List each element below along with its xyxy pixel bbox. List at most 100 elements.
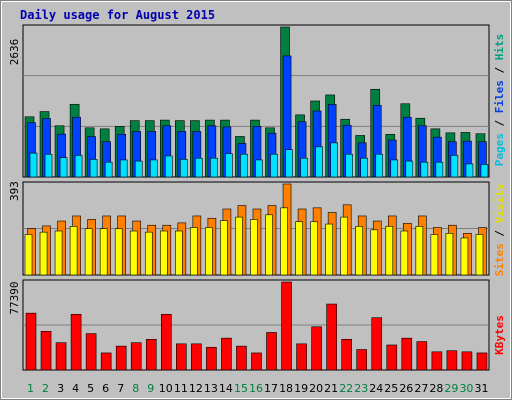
- bar-pages-day-7: [119, 159, 128, 178]
- svg-text:KBytes: KBytes: [493, 315, 506, 355]
- bar-pages-day-12: [195, 157, 203, 178]
- panel3-legend: KBytes: [493, 315, 506, 355]
- bar-kbytes-day-22: [341, 338, 352, 371]
- svg-text:Pages / Files / Hits: Pages / Files / Hits: [493, 34, 506, 167]
- x-label-day-16: 16: [249, 382, 263, 395]
- bar-pages-day-28: [435, 161, 444, 178]
- bar-pages-day-21: [330, 142, 338, 178]
- bar-kbytes-day-3: [55, 342, 67, 371]
- bar-visits-day-18: [280, 207, 288, 276]
- bar-pages-day-24: [375, 153, 384, 178]
- legend-sites: Sites: [493, 243, 506, 276]
- bar-visits-day-23: [355, 226, 364, 276]
- bar-kbytes-day-7: [115, 345, 127, 371]
- x-label-day-31: 31: [474, 382, 488, 395]
- x-label-day-14: 14: [219, 382, 233, 395]
- bar-kbytes-day-5: [85, 333, 97, 371]
- bar-pages-day-22: [345, 153, 353, 178]
- panel1-ymax-label: 2636: [8, 39, 21, 66]
- x-label-day-29: 29: [444, 382, 458, 395]
- bar-pages-day-27: [420, 161, 429, 178]
- bar-kbytes-day-9: [145, 338, 157, 371]
- bar-pages-day-10: [164, 155, 173, 178]
- bar-pages-day-19: [300, 157, 308, 178]
- panel2-ymax-label: 393: [8, 181, 21, 201]
- bar-pages-day-1: [29, 152, 38, 178]
- bar-pages-day-3: [59, 157, 68, 178]
- bar-pages-day-4: [74, 155, 83, 178]
- bar-kbytes-day-20: [311, 326, 322, 371]
- bar-kbytes-day-15: [236, 345, 247, 371]
- x-label-day-24: 24: [369, 382, 383, 395]
- x-label-day-27: 27: [414, 382, 428, 395]
- bar-visits-day-15: [235, 216, 243, 276]
- bar-visits-day-6: [99, 228, 108, 276]
- bar-visits-day-19: [295, 221, 303, 276]
- bar-visits-day-11: [175, 230, 183, 276]
- bar-kbytes-day-16: [251, 352, 262, 371]
- x-label-day-13: 13: [204, 382, 218, 395]
- bar-pages-day-17: [270, 153, 278, 178]
- x-label-day-5: 5: [87, 382, 94, 395]
- x-label-day-3: 3: [57, 382, 64, 395]
- svg-text:Sites / Visits: Sites / Visits: [493, 184, 506, 277]
- bar-visits-day-12: [190, 227, 198, 276]
- bar-visits-day-7: [114, 228, 123, 276]
- bar-pages-day-25: [390, 159, 399, 178]
- legend-files: Files: [493, 80, 506, 113]
- bar-kbytes-day-1: [25, 312, 37, 371]
- bar-kbytes-day-8: [130, 342, 142, 371]
- bar-visits-day-25: [385, 226, 394, 276]
- bar-kbytes-day-2: [40, 331, 52, 371]
- bar-pages-day-11: [180, 159, 188, 178]
- bar-kbytes-day-18: [281, 281, 292, 371]
- x-label-day-18: 18: [279, 382, 293, 395]
- bar-pages-day-31: [480, 164, 489, 178]
- bar-visits-day-22: [340, 216, 348, 276]
- bar-kbytes-day-27: [416, 341, 428, 371]
- bar-visits-day-2: [39, 231, 48, 276]
- bar-kbytes-day-12: [191, 343, 202, 371]
- bar-visits-day-3: [54, 230, 63, 276]
- bar-kbytes-day-14: [221, 337, 232, 371]
- x-label-day-9: 9: [147, 382, 154, 395]
- bar-pages-day-14: [225, 153, 233, 178]
- bar-visits-day-10: [159, 230, 168, 276]
- bar-visits-day-31: [475, 234, 484, 276]
- bar-visits-day-27: [415, 226, 424, 276]
- bar-visits-day-29: [445, 233, 454, 276]
- bar-pages-day-15: [240, 153, 248, 178]
- bar-pages-day-29: [450, 155, 459, 178]
- bar-visits-day-20: [310, 221, 318, 276]
- bar-visits-day-17: [265, 214, 273, 276]
- bar-visits-day-8: [129, 230, 138, 276]
- panel3-ymax-label: 77390: [8, 281, 21, 314]
- x-label-day-8: 8: [132, 382, 139, 395]
- x-label-day-1: 1: [27, 382, 34, 395]
- x-label-day-6: 6: [102, 382, 109, 395]
- bar-kbytes-day-24: [371, 317, 383, 371]
- x-label-day-12: 12: [189, 382, 203, 395]
- x-label-day-20: 20: [309, 382, 323, 395]
- legend-hits: Hits: [493, 34, 506, 61]
- bar-visits-day-24: [370, 229, 379, 276]
- bar-kbytes-day-28: [431, 351, 443, 371]
- bar-visits-day-30: [460, 237, 469, 276]
- bar-pages-day-16: [255, 159, 263, 178]
- bar-kbytes-day-30: [461, 351, 473, 371]
- bar-kbytes-day-17: [266, 332, 277, 371]
- x-label-day-11: 11: [174, 382, 188, 395]
- bar-kbytes-day-25: [386, 344, 398, 371]
- bar-kbytes-day-29: [446, 350, 458, 371]
- bar-visits-day-28: [430, 234, 439, 276]
- bar-kbytes-day-19: [296, 343, 307, 371]
- bar-pages-day-13: [210, 157, 218, 178]
- x-label-day-7: 7: [117, 382, 124, 395]
- x-label-day-25: 25: [384, 382, 398, 395]
- x-label-day-19: 19: [294, 382, 308, 395]
- bar-visits-day-13: [205, 227, 213, 276]
- bar-pages-day-2: [44, 153, 53, 178]
